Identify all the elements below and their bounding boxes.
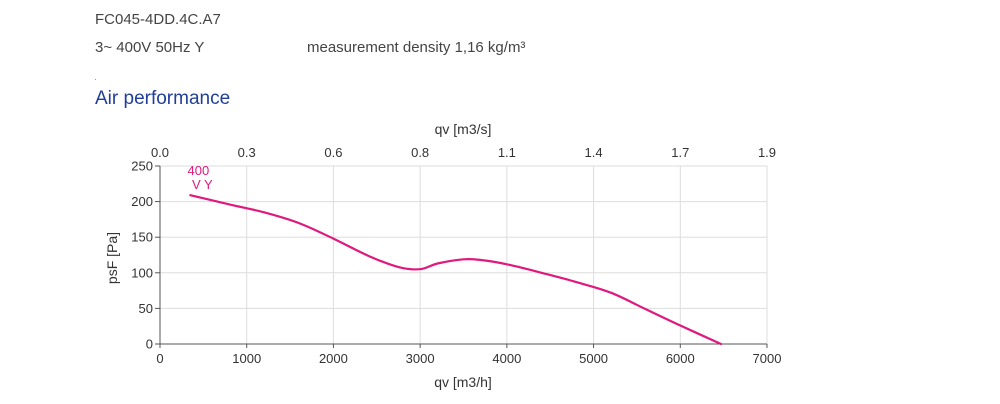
x2-tick-label: 0.6 bbox=[324, 145, 342, 160]
x2-tick-label: 1.1 bbox=[498, 145, 516, 160]
y-tick-label: 150 bbox=[131, 230, 153, 245]
series-line bbox=[189, 194, 723, 346]
series-label: V Y bbox=[192, 177, 213, 192]
density-label: measurement density 1,16 kg/m³ bbox=[307, 39, 526, 56]
y-tick-label: 250 bbox=[131, 159, 153, 174]
series-label: 400 bbox=[187, 163, 209, 178]
x-tick-label: 4000 bbox=[492, 351, 521, 366]
x-axis-title: qv [m3/h] bbox=[434, 374, 492, 390]
y-tick-label: 200 bbox=[131, 194, 153, 209]
model-label: FC045-4DD.4C.A7 bbox=[95, 11, 221, 28]
axes bbox=[159, 166, 767, 345]
section-title: Air performance bbox=[95, 88, 231, 109]
x-tick-label: 1000 bbox=[232, 351, 261, 366]
x-tick-label: 7000 bbox=[753, 351, 782, 366]
x-tick-label: 3000 bbox=[406, 351, 435, 366]
x2-tick-label: 0.8 bbox=[411, 145, 429, 160]
x2-tick-label: 1.9 bbox=[758, 145, 776, 160]
x-tick-label: 5000 bbox=[579, 351, 608, 366]
separator-dot bbox=[95, 79, 96, 80]
x-tick-label: 6000 bbox=[666, 351, 695, 366]
series: 400V Y bbox=[187, 163, 723, 346]
y-tick-label: 0 bbox=[146, 337, 153, 352]
supply-label: 3~ 400V 50Hz Y bbox=[95, 39, 205, 56]
x2-tick-label: 1.4 bbox=[585, 145, 603, 160]
y-tick-label: 50 bbox=[139, 301, 153, 316]
y-tick-label: 100 bbox=[131, 265, 153, 280]
x2-tick-label: 0.3 bbox=[238, 145, 256, 160]
grid bbox=[160, 165, 768, 344]
x2-tick-label: 0.0 bbox=[151, 145, 169, 160]
x2-tick-label: 1.7 bbox=[671, 145, 689, 160]
x-tick-label: 2000 bbox=[319, 351, 348, 366]
y-axis-title: psF [Pa] bbox=[104, 232, 120, 284]
x2-axis-title: qv [m3/s] bbox=[435, 121, 492, 137]
x-tick-label: 0 bbox=[156, 351, 163, 366]
